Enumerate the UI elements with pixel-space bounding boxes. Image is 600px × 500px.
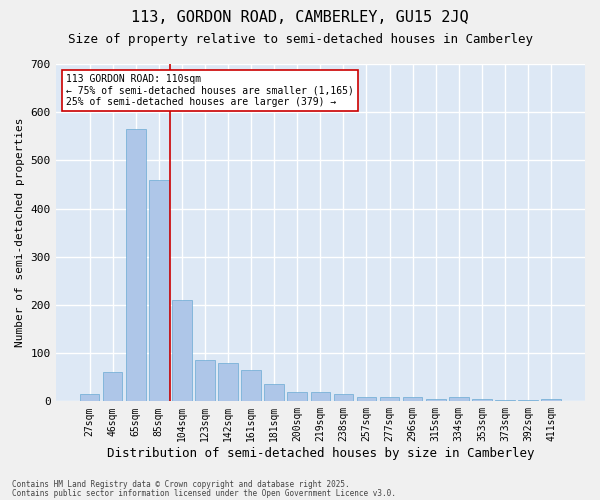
Text: Contains HM Land Registry data © Crown copyright and database right 2025.: Contains HM Land Registry data © Crown c… (12, 480, 350, 489)
Bar (265, 384, 284, 402)
Bar (449, 398, 469, 402)
Bar (149, 180, 169, 402)
Bar (311, 392, 330, 402)
Bar (126, 129, 146, 402)
X-axis label: Distribution of semi-detached houses by size in Camberley: Distribution of semi-detached houses by … (107, 447, 534, 460)
Text: 113 GORDON ROAD: 110sqm
← 75% of semi-detached houses are smaller (1,165)
25% of: 113 GORDON ROAD: 110sqm ← 75% of semi-de… (66, 74, 354, 108)
Bar (518, 400, 538, 402)
Y-axis label: Number of semi-detached properties: Number of semi-detached properties (15, 118, 25, 348)
Bar (403, 398, 422, 402)
Text: Contains public sector information licensed under the Open Government Licence v3: Contains public sector information licen… (12, 488, 396, 498)
Bar (380, 396, 400, 402)
Bar (241, 370, 261, 402)
Text: 113, GORDON ROAD, CAMBERLEY, GU15 2JQ: 113, GORDON ROAD, CAMBERLEY, GU15 2JQ (131, 10, 469, 25)
Bar (356, 396, 376, 402)
Bar (472, 399, 492, 402)
Bar (495, 400, 515, 402)
Bar (541, 399, 561, 402)
Bar (426, 399, 446, 402)
Text: Size of property relative to semi-detached houses in Camberley: Size of property relative to semi-detach… (67, 32, 533, 46)
Bar (218, 363, 238, 402)
Bar (334, 394, 353, 402)
Bar (80, 394, 100, 402)
Bar (103, 372, 122, 402)
Bar (195, 360, 215, 402)
Bar (287, 392, 307, 402)
Bar (172, 300, 191, 402)
